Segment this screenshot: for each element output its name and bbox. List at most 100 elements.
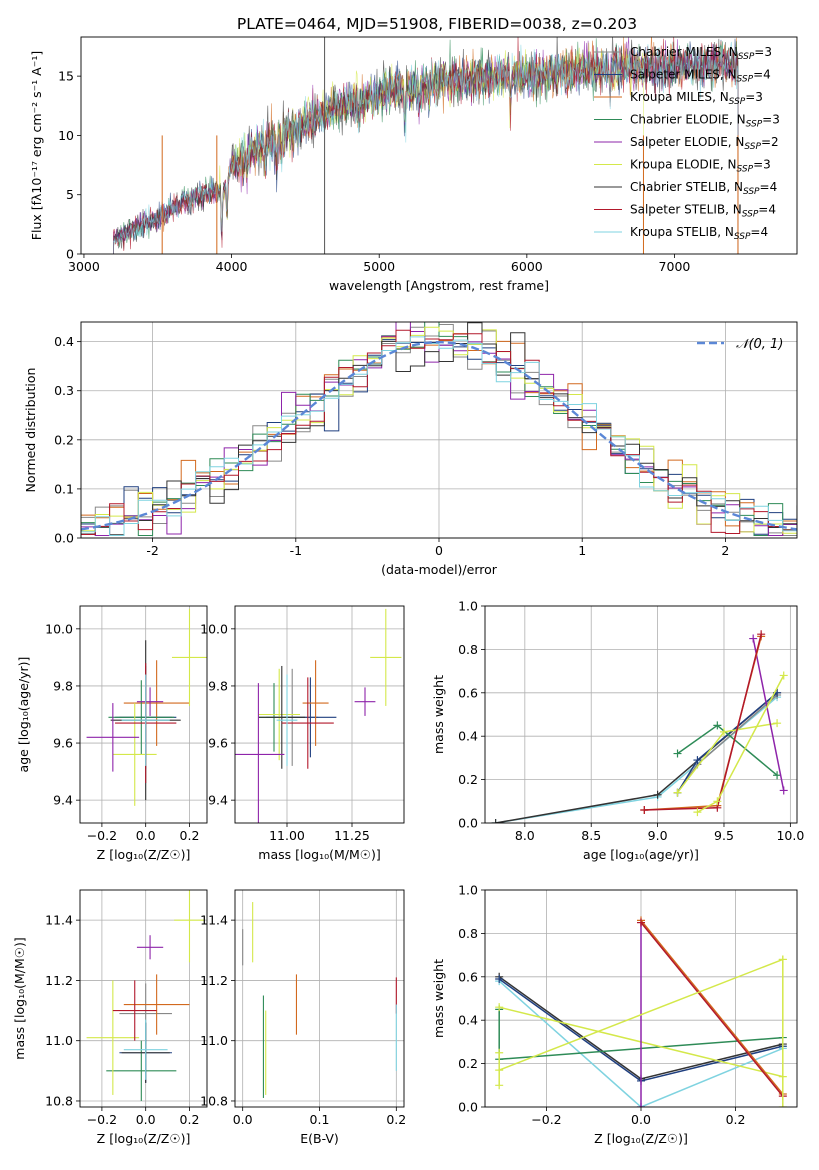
errorbar-point: [370, 608, 402, 706]
x-tick-label: 0.2: [386, 1112, 406, 1127]
weight-marker: [757, 630, 766, 639]
y-tick-label: 0.3: [54, 383, 74, 398]
y-axis-label: Flux [fλ10⁻¹⁷ erg cm⁻² s⁻¹ A⁻¹]: [29, 51, 44, 240]
age_vs_Z-points: [86, 608, 207, 806]
y-tick-label: 9.4: [208, 793, 228, 808]
y-tick-label: 5: [66, 187, 74, 202]
legend-nssp-value: 4: [760, 225, 768, 239]
y-tick-label: 0.4: [458, 729, 478, 744]
legend-label: 𝒩(0, 1): [736, 337, 783, 352]
y-axis-label: mass weight: [431, 959, 446, 1038]
plot-frame: [234, 605, 405, 824]
y-tick-label: 0.0: [458, 816, 478, 831]
x-axis-label: (data-model)/error: [381, 562, 498, 577]
x-tick-label: -1: [290, 543, 302, 558]
y-tick-label: 0.2: [458, 1056, 478, 1071]
weight_vs_age-series: [491, 630, 788, 823]
errorbar-point: [123, 1019, 168, 1080]
plot-frame: [79, 889, 208, 1108]
x-tick-label: 1: [578, 543, 586, 558]
legend-nssp-sub: SSP: [737, 75, 754, 85]
legend-model-name: Salpeter MILES: [630, 68, 720, 82]
errorbar-point: [121, 674, 170, 766]
legend-nssp-value: 3: [755, 90, 763, 104]
legend-nssp-eq: =: [745, 90, 755, 104]
y-axis-label: Normed distribution: [23, 368, 38, 493]
y-tick-label: 10.8: [200, 1093, 228, 1108]
y-tick-label: 9.6: [208, 736, 228, 751]
y-tick-label: 9.8: [208, 678, 228, 693]
legend-model-name: Kroupa ELODIE: [630, 158, 720, 172]
mass_vs_Z-axes: −0.2 0.0 0.2 10.8 11.0 11.2 11.4 Z [log₁₀(Z/Z☉)…: [12, 890, 207, 1146]
legend-nssp-prefix: , N: [712, 90, 729, 104]
y-tick-label: 0.1: [54, 481, 74, 496]
x-tick-label: 0.2: [726, 1112, 746, 1127]
y-tick-label: 0.4: [458, 1013, 478, 1028]
errorbar-point: [123, 660, 190, 746]
plot-frame: [484, 889, 798, 1108]
legend-nssp-eq: =: [753, 68, 763, 82]
weight-marker: [673, 749, 682, 758]
age_vs_Z-axes: −0.2 0.0 0.2 9.4 9.6 9.8 10.0 Z [log₁₀(Z/Z☉)] ag…: [16, 606, 207, 862]
plot-frame: [80, 36, 798, 255]
weight-line: [495, 692, 778, 823]
legend-nssp-sub: SSP: [743, 187, 760, 197]
legend-label: Salpeter MILES, NSSP=4: [630, 68, 771, 85]
legend-model-name: Chabrier STELIB: [630, 180, 726, 194]
x-tick-label: -2: [146, 543, 158, 558]
legend-nssp-sub: SSP: [734, 232, 751, 242]
weight-marker: [495, 1048, 504, 1057]
plot-frame: [234, 889, 405, 1108]
age_vs_mass-axes: 11.00 11.25 9.4 9.6 9.8 10.0 mass [log₁₀(M/M☉)…: [200, 606, 404, 862]
errorbar-point: [136, 935, 164, 960]
y-tick-label: 11.0: [45, 1033, 73, 1048]
weight-line: [640, 919, 784, 1095]
errorbar-point: [86, 980, 140, 1095]
y-tick-label: 1.0: [458, 599, 478, 614]
y-tick-label: 1.0: [458, 883, 478, 898]
weight-line: [640, 922, 784, 1097]
x-tick-label: 8.5: [581, 828, 601, 843]
legend-nssp-value: 4: [763, 68, 771, 82]
y-tick-label: 0.4: [54, 334, 74, 349]
errorbar-point: [136, 687, 164, 716]
weight-marker: [773, 771, 782, 780]
legend-nssp-value: 3: [772, 113, 780, 127]
legend-nssp-value: 2: [771, 135, 779, 149]
y-axis-label: mass [log₁₀(M/M☉)]: [12, 937, 27, 1059]
legend-model-name: Kroupa MILES: [630, 90, 712, 104]
weight_vs_age-axes: 8.0 8.5 9.0 9.5 10.0 0.0 0.2 0.4 0.6 0.8 1.0 age [l…: [431, 599, 804, 863]
x-axis-label: wavelength [Angstrom, rest frame]: [329, 278, 549, 293]
legend-nssp-sub: SSP: [738, 52, 755, 62]
weight-marker: [495, 1003, 504, 1012]
legend-nssp-value: 3: [764, 45, 772, 59]
weight-marker: [640, 805, 649, 814]
y-tick-label: 10.0: [200, 621, 228, 636]
legend-nssp-eq: =: [761, 135, 771, 149]
legend-nssp-sub: SSP: [746, 120, 763, 130]
x-tick-label: 0: [435, 543, 443, 558]
x-tick-label: 3000: [68, 259, 100, 274]
legend-nssp-prefix: , N: [720, 68, 737, 82]
x-tick-label: 0.0: [233, 1112, 253, 1127]
x-tick-label: 0.1: [310, 1112, 330, 1127]
histogram-steps: [81, 322, 797, 536]
weight-marker: [495, 974, 504, 983]
legend-nssp-sub: SSP: [729, 97, 746, 107]
y-tick-label: 0.2: [54, 432, 74, 447]
weight-marker: [495, 1081, 504, 1090]
age_vs_mass-points: [235, 608, 402, 823]
y-axis-label: mass weight: [431, 675, 446, 754]
legend-label: Chabrier ELODIE, NSSP=3: [630, 113, 780, 130]
y-tick-label: 0.6: [458, 685, 478, 700]
legend-nssp-value: 4: [768, 203, 776, 217]
legend-nssp-prefix: , N: [717, 225, 734, 239]
weight-marker: [713, 721, 722, 730]
weight-marker: [491, 819, 500, 823]
y-tick-label: 0.6: [458, 969, 478, 984]
weight-line: [495, 696, 778, 823]
x-tick-label: 6000: [511, 259, 543, 274]
legend-nssp-eq: =: [762, 113, 772, 127]
legend-model-name: Chabrier MILES: [630, 45, 721, 59]
